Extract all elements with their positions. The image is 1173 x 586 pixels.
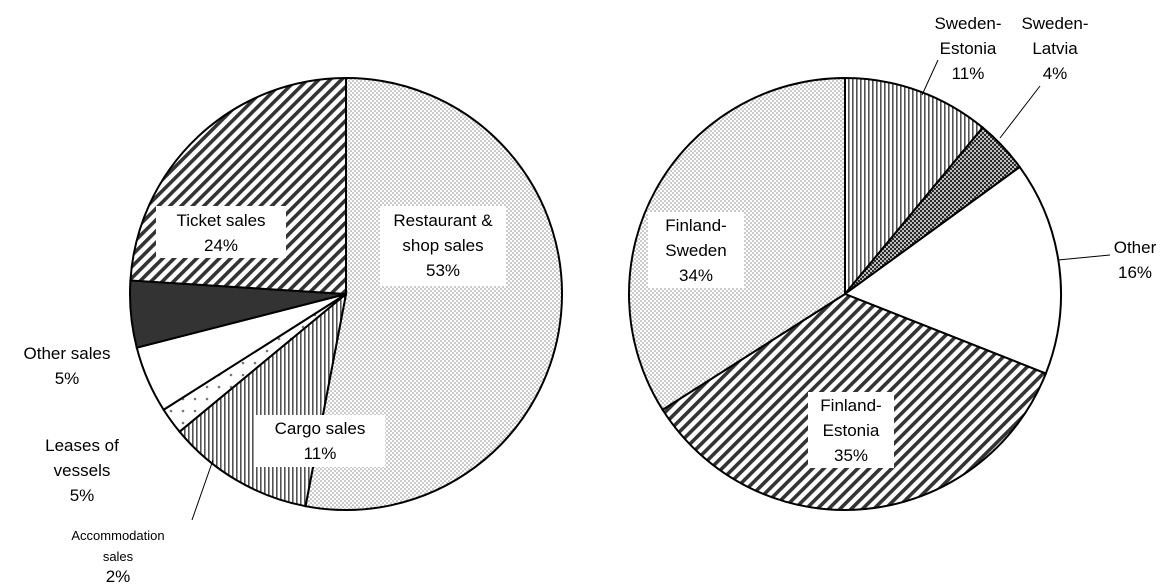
svg-text:2%: 2% [106,567,131,586]
leader-line-other-route [1057,254,1111,261]
svg-text:Sweden-: Sweden- [1021,14,1088,33]
svg-text:Ticket sales: Ticket sales [176,211,265,230]
svg-text:Other sales: Other sales [24,344,111,363]
svg-text:Other: Other [1114,238,1157,257]
label-restaurant-shop-sales: Restaurant & shop sales 53% [380,206,506,286]
svg-text:Finland-: Finland- [665,216,726,235]
svg-text:Latvia: Latvia [1032,39,1078,58]
svg-text:16%: 16% [1118,263,1152,282]
svg-text:Leases of: Leases of [45,436,119,455]
leader-line-sweden-latvia [999,85,1041,139]
svg-text:11%: 11% [304,444,337,463]
label-finland-sweden: Finland- Sweden 34% [648,212,744,288]
svg-text:11%: 11% [952,64,985,83]
label-sweden-latvia: Sweden- Latvia 4% [999,14,1089,139]
revenue-by-type-pie [129,76,563,511]
svg-text:Finland-: Finland- [820,396,881,415]
svg-text:Sweden-: Sweden- [934,14,1001,33]
label-other-sales: Other sales 5% [24,344,111,388]
svg-text:Estonia: Estonia [823,421,880,440]
svg-text:Restaurant &: Restaurant & [393,211,493,230]
label-accommodation-sales: Accommodation sales 2% [71,459,214,586]
svg-text:35%: 35% [834,446,868,465]
svg-text:Estonia: Estonia [940,39,997,58]
pie-slice-ticket-sales [129,76,347,296]
svg-text:vessels: vessels [54,461,111,480]
leader-line-accommodation [191,459,214,521]
svg-text:5%: 5% [55,369,80,388]
svg-text:sales: sales [103,549,134,564]
pie-slice-restaurant-shop-sales [304,76,563,511]
leader-line-sweden-estonia [921,59,939,96]
pie-slice-other [842,165,1062,375]
svg-text:shop sales: shop sales [402,236,483,255]
svg-text:5%: 5% [70,486,95,505]
svg-text:Sweden: Sweden [665,241,726,260]
label-other-route: Other 16% [1057,238,1157,282]
svg-text:Cargo sales: Cargo sales [275,419,366,438]
label-leases-of-vessels: Leases of vessels 5% [45,436,119,505]
svg-text:24%: 24% [204,236,238,255]
pie-slice-sweden-estonia [844,76,985,297]
svg-text:Accommodation: Accommodation [71,528,164,543]
label-sweden-estonia: Sweden- Estonia 11% [921,14,1002,96]
label-ticket-sales: Ticket sales 24% [156,206,286,258]
svg-text:34%: 34% [679,266,713,285]
svg-text:53%: 53% [426,261,460,280]
label-cargo-sales: Cargo sales 11% [255,415,385,467]
label-finland-estonia: Finland- Estonia 35% [808,392,894,468]
svg-text:4%: 4% [1043,64,1068,83]
